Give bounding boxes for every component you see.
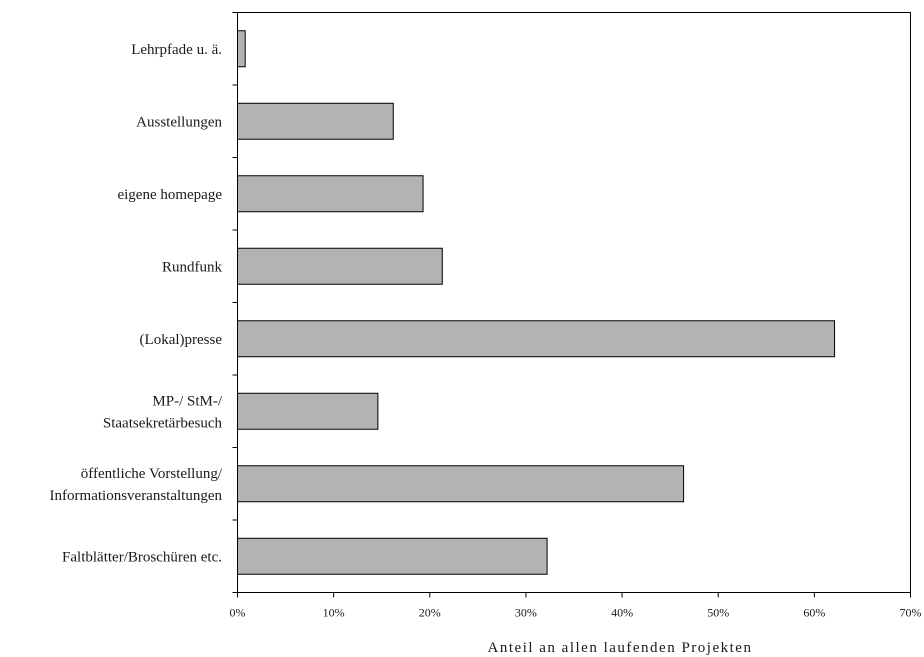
x-tick-label: 30% (515, 606, 537, 620)
bar (237, 465, 685, 503)
y-axis-ticks (232, 12, 238, 593)
x-axis-ticks: 0% 10% 20% 30% 40% 50% 60% 70% (230, 592, 922, 620)
x-tick-label: 20% (419, 606, 441, 620)
category-label: öffentliche Vorstellung/ (81, 466, 223, 482)
x-tick-label: 40% (611, 606, 633, 620)
x-axis-title: Anteil an allen laufenden Projekten (488, 640, 753, 656)
x-tick-label: 50% (707, 606, 729, 620)
bars (237, 30, 836, 575)
category-label: Staatsekretärbesuch (103, 415, 223, 431)
x-tick-label: 0% (230, 606, 246, 620)
category-label: Rundfunk (162, 259, 223, 275)
bar (237, 392, 379, 430)
x-tick-label: 70% (900, 606, 922, 620)
x-tick-label: 60% (803, 606, 825, 620)
category-label: eigene homepage (117, 187, 222, 203)
x-tick-label: 10% (323, 606, 345, 620)
category-label: (Lokal)presse (140, 332, 223, 348)
category-labels: Lehrpfade u. ä. Ausstellungen eigene homep… (50, 42, 223, 566)
bar (237, 320, 836, 358)
category-label: Ausstellungen (136, 114, 222, 130)
bar (237, 30, 246, 68)
category-label: MP-/ StM-/ (152, 393, 222, 409)
bar (237, 102, 394, 140)
category-label: Faltblätter/Broschüren etc. (62, 549, 222, 565)
bar (237, 175, 424, 213)
category-label: Informationsveranstaltungen (50, 488, 223, 504)
bar (237, 537, 548, 575)
bar (237, 247, 443, 285)
category-label: Lehrpfade u. ä. (131, 42, 222, 58)
